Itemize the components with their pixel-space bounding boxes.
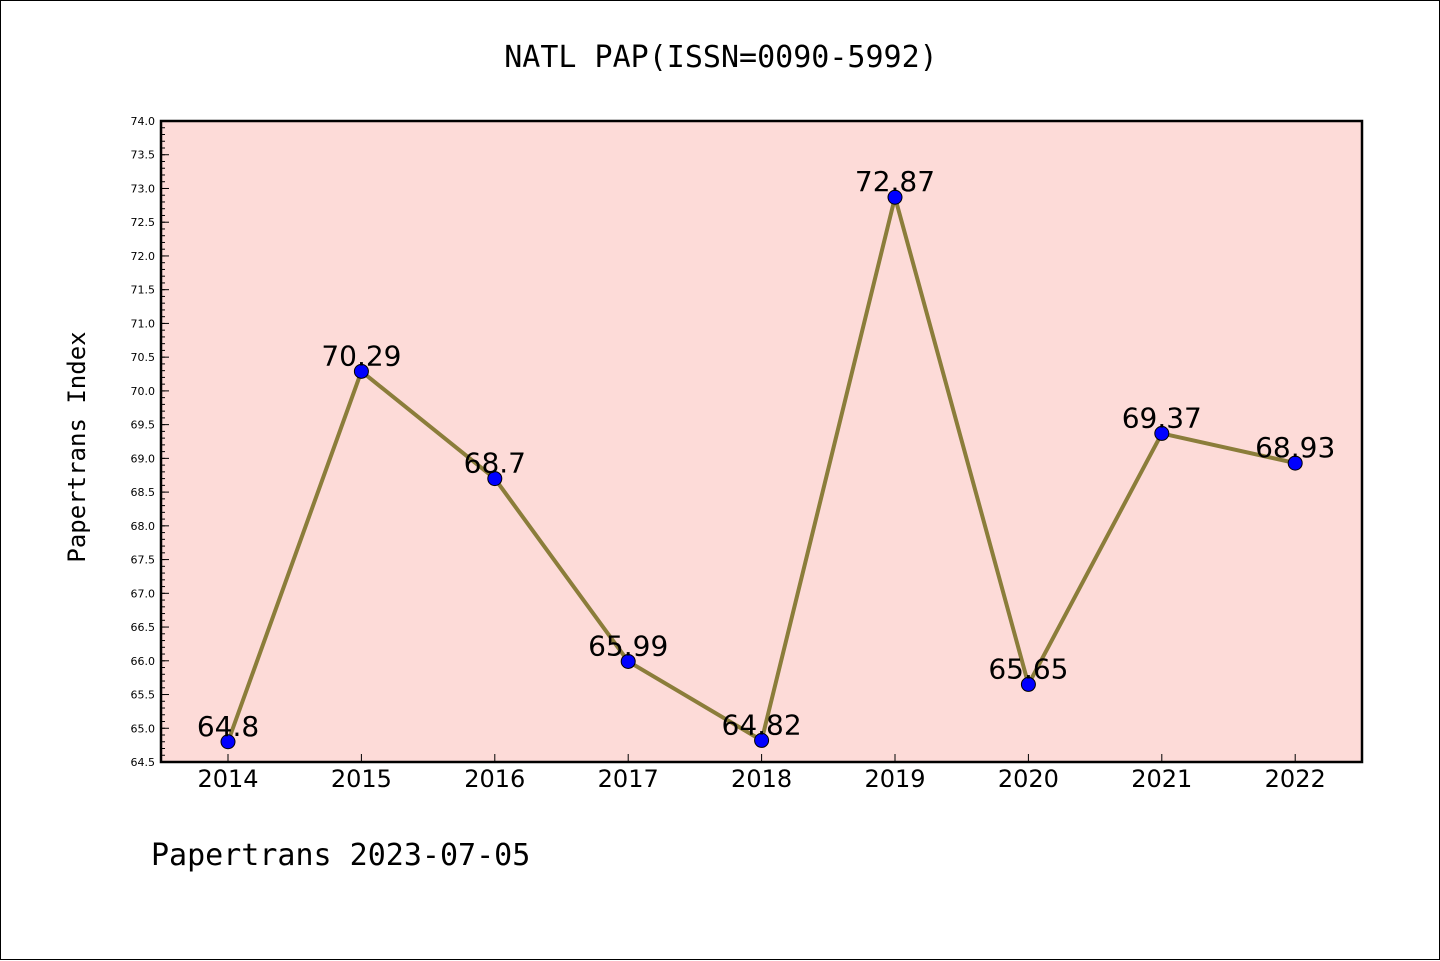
data-label: 64.82 [722,708,802,741]
data-point [887,189,903,205]
x-tick-label: 2016 [464,765,525,793]
data-point [220,734,236,750]
plot-border [159,119,1364,764]
x-tick-label: 2017 [598,765,659,793]
data-label: 65.65 [988,652,1068,685]
chart-title: NATL PAP(ISSN=0090-5992) [504,40,937,75]
y-tick-label: 70.5 [131,351,156,364]
x-tick-label: 2021 [1131,765,1192,793]
data-point [754,732,770,748]
y-tick-label: 67.0 [131,587,156,600]
x-tick-label: 2019 [864,765,925,793]
x-tick-label: 2020 [998,765,1059,793]
y-tick-label: 66.0 [131,655,156,668]
data-point [1020,676,1036,692]
y-tick-label: 68.5 [131,486,156,499]
y-tick-label: 69.0 [131,452,156,465]
data-labels: 64.8 70.29 68.7 65.99 64.82 72.87 65.65 69.37 68… [197,165,1335,743]
x-axis: 2014 2015 2016 2017 2018 2019 2020 2021 2022 [197,754,1326,793]
y-axis-label: Papertrans Index [63,331,91,562]
data-label: 68.7 [464,447,526,480]
y-tick-label: 72.5 [131,216,156,229]
y-tick-label: 64.5 [131,756,156,769]
data-label: 68.93 [1255,431,1335,464]
data-label: 65.99 [588,629,668,662]
data-point [353,363,369,379]
x-tick-label: 2015 [331,765,392,793]
y-tick-label: 73.5 [131,149,156,162]
y-tick-label: 71.0 [131,317,156,330]
y-tick-label: 68.0 [131,520,156,533]
data-point [1154,425,1170,441]
x-tick-label: 2022 [1265,765,1326,793]
y-tick-label: 66.5 [131,621,156,634]
y-tick-label: 72.0 [131,250,156,263]
footer-text: Papertrans 2023-07-05 [151,838,530,873]
y-axis: 64.5 65.0 65.5 66.0 66.5 67.0 67.5 68.0 68.5 69.0… [131,115,169,769]
y-tick-label: 70.0 [131,385,156,398]
y-tick-label: 71.5 [131,284,156,297]
data-point [487,471,503,487]
data-label: 72.87 [855,165,935,198]
y-tick-label: 69.5 [131,419,156,432]
data-point [620,653,636,669]
data-label: 64.8 [197,710,259,743]
data-label: 69.37 [1122,401,1202,434]
y-tick-label: 65.0 [131,722,156,735]
plot-area [161,121,1362,762]
y-tick-label: 65.5 [131,689,156,702]
x-tick-label: 2018 [731,765,792,793]
y-tick-label: 74.0 [131,115,156,128]
data-point [1287,455,1303,471]
y-tick-label: 73.0 [131,182,156,195]
data-label: 70.29 [321,339,401,372]
x-tick-label: 2014 [197,765,258,793]
data-markers [220,189,1303,750]
y-tick-label: 67.5 [131,554,156,567]
